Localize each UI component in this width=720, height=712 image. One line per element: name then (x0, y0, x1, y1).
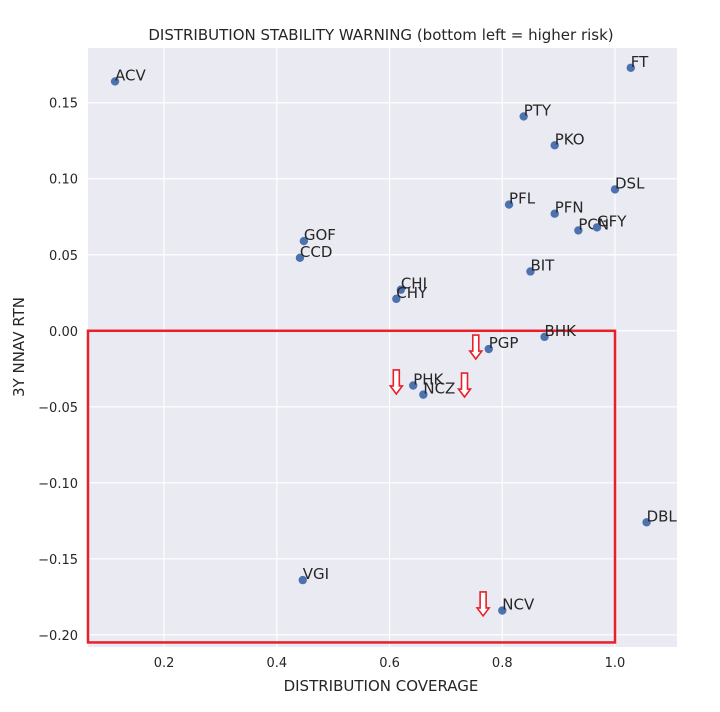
y-tick-label: 0.05 (49, 249, 78, 264)
plot-background (88, 48, 677, 647)
data-point (419, 390, 428, 399)
data-point (626, 63, 635, 72)
point-label: BIT (530, 256, 555, 274)
point-label: PHK (413, 371, 444, 389)
x-tick-label: 0.8 (492, 656, 513, 671)
data-point (642, 518, 651, 527)
data-point (298, 575, 307, 585)
point-label: ACV (115, 66, 146, 84)
point-label: CCD (300, 243, 333, 261)
point-label: DSL (615, 174, 645, 192)
point-label: DBL (647, 507, 678, 525)
data-point (299, 236, 309, 246)
x-tick-labels: 0.2 0.4 0.6 0.8 1.0 (154, 656, 626, 671)
data-point (295, 253, 305, 263)
y-tick-labels: −0.20 −0.15 −0.10 −0.05 0.00 0.05 0.10 0.15 (38, 97, 78, 644)
point-label: PFN (555, 199, 584, 217)
y-axis-label: 3Y NNAV RTN (10, 297, 28, 397)
point-label: PGP (489, 334, 519, 352)
y-tick-label: −0.15 (38, 553, 78, 568)
point-label: PKO (555, 130, 585, 148)
point-label: VGI (303, 565, 329, 583)
data-point (550, 209, 559, 218)
point-label: GOF (304, 226, 336, 244)
chart-title: DISTRIBUTION STABILITY WARNING (bottom l… (148, 26, 613, 44)
point-label: BHK (545, 322, 578, 340)
y-tick-label: 0.00 (49, 325, 78, 340)
down-arrow-icon (388, 369, 404, 396)
data-point (540, 332, 549, 342)
down-arrow-icon (475, 591, 491, 618)
data-point (526, 267, 535, 276)
x-tick-label: 1.0 (605, 656, 626, 671)
y-tick-label: −0.10 (38, 477, 78, 492)
data-point (498, 606, 507, 615)
point-label: GFY (597, 212, 627, 230)
point-label: FT (631, 53, 649, 71)
x-tick-label: 0.6 (379, 656, 400, 671)
point-label: NCV (502, 596, 535, 614)
warning-arrows-group (388, 334, 491, 618)
data-point (610, 185, 620, 194)
data-point (110, 77, 120, 86)
data-point (519, 112, 528, 121)
y-tick-label: −0.05 (38, 401, 78, 416)
data-point (484, 344, 493, 354)
down-arrow-icon (468, 334, 484, 361)
x-tick-label: 0.2 (154, 656, 175, 671)
y-tick-label: −0.20 (38, 629, 78, 644)
data-point (504, 200, 514, 209)
y-tick-label: 0.10 (49, 173, 78, 188)
data-point (550, 141, 559, 150)
point-label: NCZ (423, 380, 455, 398)
data-point (574, 226, 583, 235)
y-tick-label: 0.15 (49, 97, 78, 112)
x-axis-label: DISTRIBUTION COVERAGE (284, 677, 479, 695)
point-label: PCN (578, 215, 609, 233)
data-point (409, 381, 418, 390)
point-label: PFL (509, 190, 536, 208)
point-label: PTY (524, 101, 552, 119)
data-point (396, 285, 406, 294)
data-point (392, 294, 401, 304)
data-point (592, 223, 602, 232)
risk-zone-box (86, 329, 617, 644)
down-arrow-icon (456, 372, 473, 399)
risk-zone-group (86, 329, 617, 644)
x-tick-label: 0.4 (266, 656, 287, 671)
point-label: CHY (396, 284, 428, 302)
point-label: CHI (401, 275, 427, 293)
